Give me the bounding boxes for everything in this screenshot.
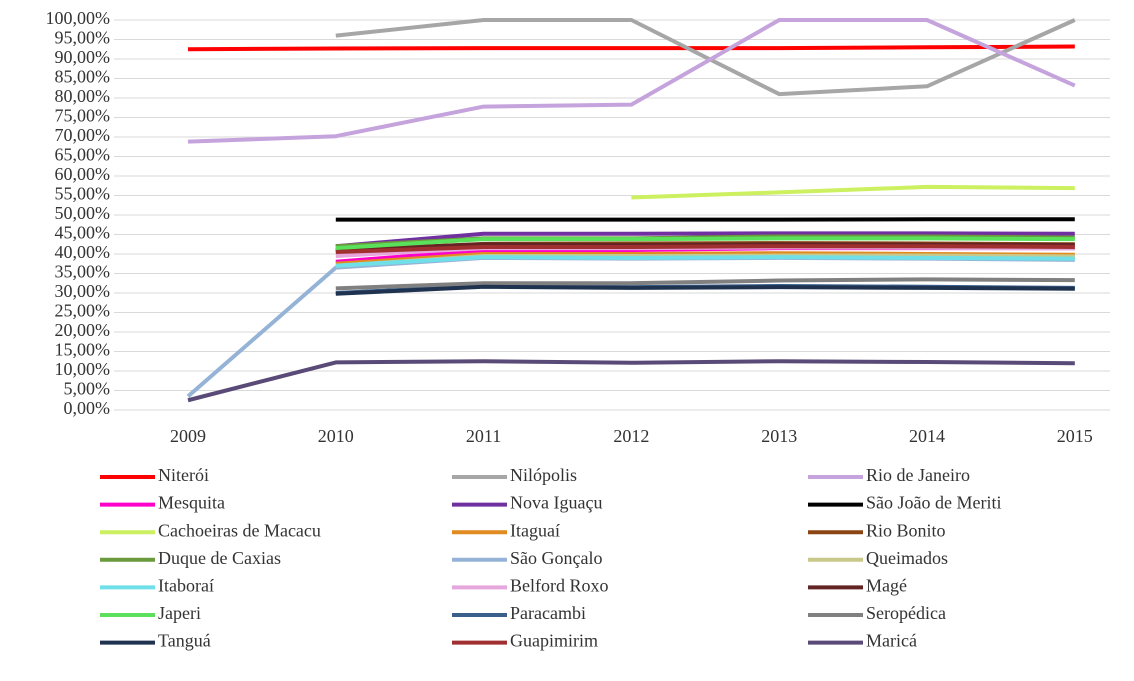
y-tick-label: 70,00%	[55, 125, 111, 145]
series-line	[631, 184, 1075, 200]
y-tick-label: 0,00%	[64, 398, 111, 418]
series-line	[187, 44, 1075, 52]
y-tick-label: 15,00%	[55, 340, 111, 360]
legend-label: Queimados	[866, 548, 948, 568]
y-tick-label: 45,00%	[55, 223, 111, 243]
y-tick-label: 30,00%	[55, 281, 111, 301]
series-line	[335, 277, 1075, 291]
y-tick-label: 25,00%	[55, 301, 111, 321]
y-tick-label: 60,00%	[55, 164, 111, 184]
series-line	[335, 231, 1075, 249]
legend-label: Rio Bonito	[866, 520, 946, 540]
y-tick-label: 75,00%	[55, 106, 111, 126]
legend-label: São João de Meriti	[866, 493, 1001, 513]
legend-label: Nova Iguaçu	[510, 493, 602, 513]
y-tick-label: 65,00%	[55, 145, 111, 165]
x-tick-label: 2011	[466, 426, 501, 446]
legend-label: Duque de Caxias	[158, 548, 281, 568]
series-line	[335, 255, 1075, 268]
legend-label: Nilópolis	[510, 465, 577, 485]
legend-label: Belford Roxo	[510, 576, 609, 596]
y-tick-label: 50,00%	[55, 203, 111, 223]
series-line	[187, 359, 1075, 403]
legend-label: Itaguaí	[510, 520, 560, 540]
legend-label: Rio de Janeiro	[866, 465, 970, 485]
y-tick-label: 40,00%	[55, 242, 111, 262]
legend-label: Paracambi	[510, 603, 586, 623]
legend-label: Itaboraí	[158, 576, 214, 596]
series-line	[335, 244, 1075, 255]
y-tick-label: 10,00%	[55, 359, 111, 379]
x-tick-label: 2015	[1057, 426, 1093, 446]
x-tick-label: 2013	[761, 426, 797, 446]
y-tick-label: 95,00%	[55, 28, 111, 48]
x-tick-label: 2012	[613, 426, 649, 446]
y-tick-label: 90,00%	[55, 47, 111, 67]
y-tick-label: 80,00%	[55, 86, 111, 106]
legend-label: Mesquita	[158, 493, 225, 513]
legend-label: Cachoeiras de Macacu	[158, 520, 321, 540]
legend-label: Maricá	[866, 631, 917, 651]
legend-label: São Gonçalo	[510, 548, 602, 568]
legend-label: Japeri	[158, 603, 201, 623]
y-tick-label: 85,00%	[55, 67, 111, 87]
legend-label: Niterói	[158, 465, 209, 485]
legend-label: Tanguá	[158, 631, 211, 651]
legend-label: Magé	[866, 576, 907, 596]
y-tick-label: 55,00%	[55, 184, 111, 204]
x-tick-label: 2009	[170, 426, 206, 446]
x-tick-label: 2014	[909, 426, 945, 446]
legend-label: Guapimirim	[510, 631, 598, 651]
legend-label: Seropédica	[866, 603, 946, 623]
y-tick-label: 20,00%	[55, 320, 111, 340]
series-line	[187, 18, 1076, 144]
x-tick-label: 2010	[318, 426, 354, 446]
y-tick-label: 5,00%	[64, 379, 111, 399]
y-tick-label: 100,00%	[46, 8, 111, 28]
y-tick-label: 35,00%	[55, 262, 111, 282]
series-line	[335, 236, 1075, 251]
series-line	[335, 18, 1076, 97]
series-line	[335, 284, 1075, 296]
